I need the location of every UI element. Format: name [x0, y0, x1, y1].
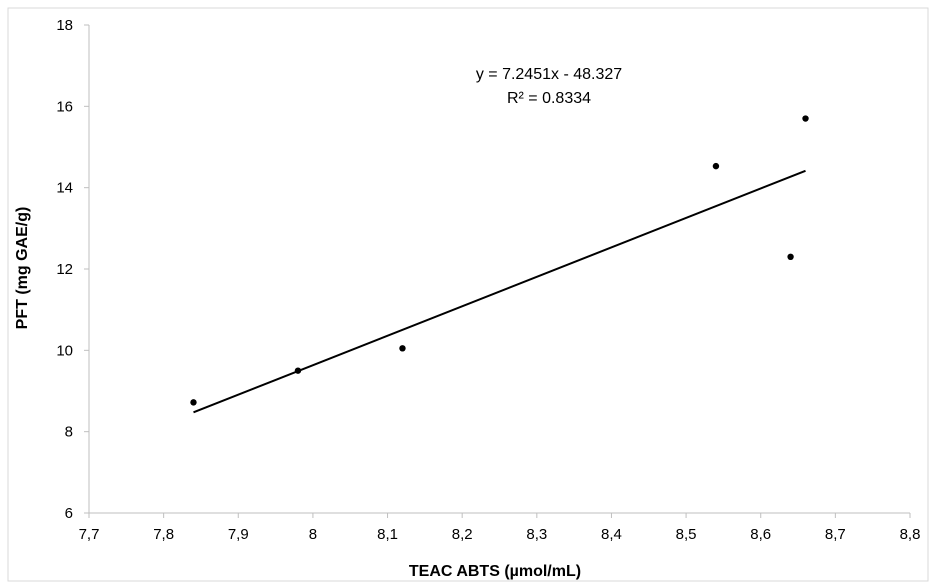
x-tick-label: 7,9 — [228, 526, 249, 543]
chart-area-border — [7, 7, 929, 582]
x-tick-label: 8,2 — [452, 526, 473, 543]
data-point — [802, 115, 809, 122]
x-tick-label: 8,8 — [900, 526, 921, 543]
x-tick-labels: 7,7 7,8 7,9 8 8,1 8,2 8,3 8,4 8,5 8,6 8,7 8,8 — [79, 513, 921, 543]
y-tick-label: 18 — [56, 17, 73, 34]
y-tick-label: 16 — [56, 98, 73, 115]
y-tick-label: 8 — [65, 424, 73, 441]
data-point — [712, 162, 720, 170]
data-point — [787, 253, 794, 260]
x-tick-label: 8,3 — [526, 526, 547, 543]
x-tick-label: 8,1 — [377, 526, 398, 543]
data-points — [190, 115, 809, 406]
x-tick-label: 8,4 — [601, 526, 622, 543]
data-point — [190, 399, 197, 406]
data-point — [399, 345, 406, 352]
x-tick-label: 8,7 — [825, 526, 846, 543]
y-tick-label: 6 — [65, 505, 73, 522]
r-squared-label: R² = 0.8334 — [507, 90, 591, 107]
y-tick-label: 10 — [56, 342, 73, 359]
y-tick-labels: 6 8 10 12 14 16 18 — [56, 17, 89, 522]
x-axis-title: TEAC ABTS (µmol/mL) — [409, 563, 581, 580]
x-tick-label: 8,5 — [676, 526, 697, 543]
trendline-equation: y = 7.2451x - 48.327 — [476, 66, 622, 83]
y-tick-label: 14 — [56, 180, 73, 197]
x-tick-label: 8,6 — [750, 526, 771, 543]
x-tick-label: 7,8 — [153, 526, 174, 543]
x-tick-label: 7,7 — [79, 526, 100, 543]
y-axis-title: PFT (mg GAE/g) — [14, 207, 31, 330]
x-tick-label: 8 — [309, 526, 317, 543]
data-point — [294, 367, 302, 374]
y-tick-label: 12 — [56, 261, 73, 278]
